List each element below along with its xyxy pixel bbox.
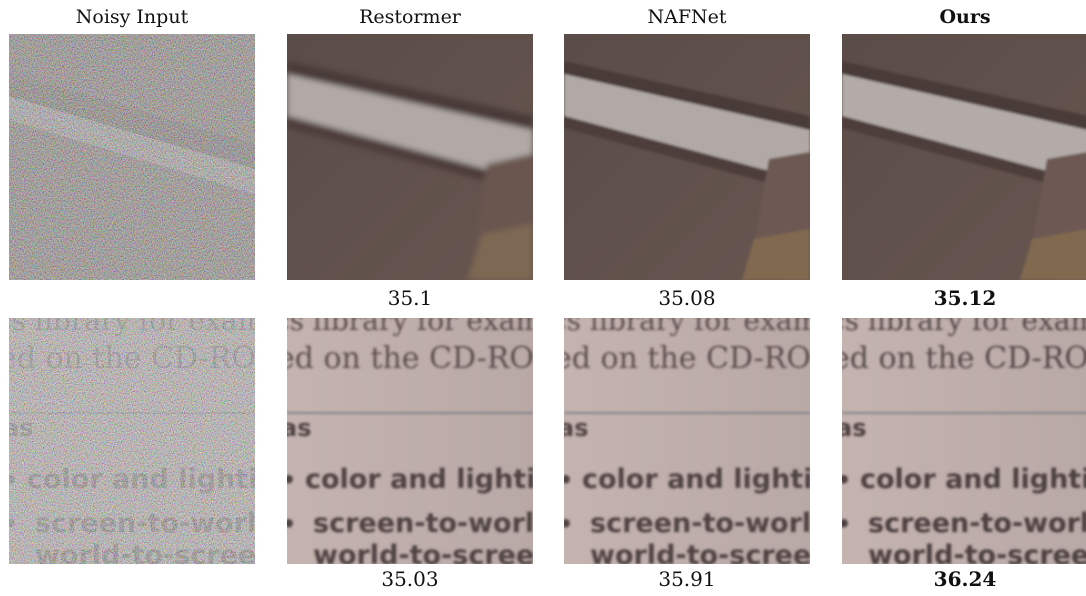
- text-line-1: ics library for exam: [564, 318, 810, 337]
- score-row1-ours: 35.12: [933, 286, 997, 310]
- text-line-4: color and lighting: [860, 464, 1086, 495]
- image-row2-nafnet: ics library for exam ed on the CD-ROM as…: [564, 318, 810, 564]
- score-row1-restormer: 35.1: [387, 286, 433, 310]
- text-line-4: color and lighting: [582, 464, 810, 495]
- bullet-2: •: [842, 510, 851, 538]
- bullet-2: •: [287, 510, 296, 538]
- text-line-1: ics library for exam: [287, 318, 533, 337]
- image-row1-nafnet: [564, 34, 810, 280]
- column-title-restormer: Restormer: [359, 6, 461, 28]
- image-row1-ours: [842, 34, 1086, 280]
- text-line-2: ed on the CD-ROM: [564, 341, 810, 376]
- score-row2-restormer: 35.03: [381, 567, 439, 591]
- score-row1-nafnet: 35.08: [658, 286, 716, 310]
- text-line-3: as: [287, 414, 311, 442]
- bullet-2: •: [564, 510, 573, 538]
- text-line-4: color and lighting: [305, 464, 533, 495]
- text-line-6: world-to-screen: [868, 540, 1086, 564]
- text-line-5: screen-to-world: [313, 508, 533, 539]
- text-line-2: ed on the CD-ROM: [842, 341, 1086, 376]
- column-title-ours: Ours: [939, 6, 991, 28]
- image-row2-ours: ics library for exam ed on the CD-ROM as…: [842, 318, 1086, 564]
- image-row2-restormer: ics library for exam ed on the CD-ROM as…: [287, 318, 533, 564]
- text-line-1: ics library for exam: [842, 318, 1086, 337]
- text-line-5: screen-to-world: [868, 508, 1086, 539]
- column-title-noisy-input: Noisy Input: [75, 6, 189, 28]
- text-line-6: world-to-screen: [590, 540, 810, 564]
- text-line-3: as: [842, 414, 866, 442]
- text-line-6: world-to-screen: [313, 540, 533, 564]
- score-row2-ours: 36.24: [933, 567, 997, 591]
- text-line-2: ed on the CD-ROM: [287, 341, 533, 376]
- image-row1-noisy-input: [9, 34, 255, 280]
- bullet-1: •: [564, 466, 573, 494]
- image-row1-restormer: [287, 34, 533, 280]
- bullet-1: •: [842, 466, 851, 494]
- text-line-3: as: [564, 414, 588, 442]
- bullet-1: •: [287, 466, 296, 494]
- text-line-5: screen-to-world: [590, 508, 810, 539]
- image-row2-noisy-input: ics library for exam ed on the CD-ROM as…: [9, 318, 255, 564]
- column-title-nafnet: NAFNet: [647, 6, 727, 28]
- score-row2-nafnet: 35.91: [658, 567, 716, 591]
